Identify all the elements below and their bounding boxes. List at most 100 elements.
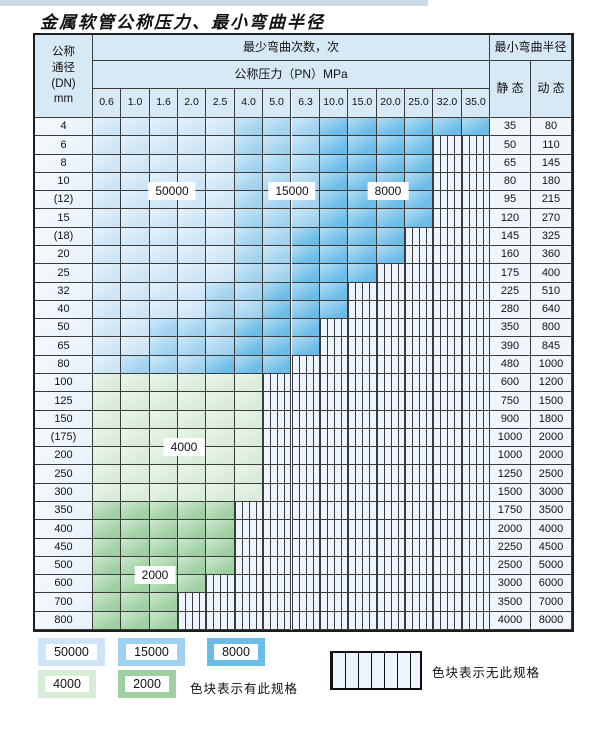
grid-cell [405, 447, 433, 465]
pressure-col-0.6: 0.6 [93, 89, 121, 118]
grid-cell [235, 465, 263, 484]
grid-cell [292, 612, 320, 630]
grid-cell [150, 484, 178, 502]
dn-cell: 150 [35, 411, 93, 429]
grid-cell [405, 465, 433, 484]
dn-cell: 20 [35, 246, 93, 264]
dynamic-cell: 3500 [531, 502, 572, 520]
dn-cell: 6 [35, 136, 93, 155]
grid-cell [121, 593, 150, 612]
grid-cell [405, 246, 433, 264]
cycle-count-label: 8000 [367, 182, 409, 200]
static-cell: 4000 [490, 612, 531, 630]
grid-cell [405, 228, 433, 246]
grid-cell [150, 593, 178, 612]
grid-cell [93, 173, 121, 191]
dynamic-cell: 270 [531, 209, 572, 228]
grid-cell [178, 392, 206, 411]
grid-cell [405, 429, 433, 447]
dynamic-cell: 8000 [531, 612, 572, 630]
grid-cell [462, 465, 490, 484]
grid-cell [348, 392, 377, 411]
grid-cell [235, 612, 263, 630]
grid-cell [235, 228, 263, 246]
grid-cell [121, 612, 150, 630]
grid-cell [462, 118, 490, 136]
dn-cell: 10 [35, 173, 93, 191]
grid-cell [206, 155, 235, 173]
grid-cell [462, 411, 490, 429]
dn-cell: (12) [35, 191, 93, 209]
grid-cell [206, 264, 235, 283]
grid-cell [348, 484, 377, 502]
grid-cell [93, 301, 121, 319]
grid-cell [433, 411, 462, 429]
legend-swatch-2000: 2000 [118, 670, 176, 698]
grid-cell [377, 319, 405, 337]
grid-cell [348, 465, 377, 484]
grid-cell [121, 209, 150, 228]
grid-cell [348, 301, 377, 319]
grid-cell [121, 465, 150, 484]
page-title: 金属软管公称压力、最小弯曲半径 [40, 13, 325, 33]
grid-cell [292, 209, 320, 228]
grid-cell [178, 557, 206, 575]
grid-cell [292, 246, 320, 264]
grid-cell [462, 502, 490, 520]
grid-cell [235, 246, 263, 264]
grid-cell [93, 155, 121, 173]
static-cell: 35 [490, 118, 531, 136]
grid-cell [320, 155, 348, 173]
grid-cell [150, 319, 178, 337]
grid-cell [206, 539, 235, 557]
dn-cell: 25 [35, 264, 93, 283]
static-cell: 95 [490, 191, 531, 209]
grid-cell [320, 374, 348, 392]
grid-cell [433, 447, 462, 465]
static-cell: 2250 [490, 539, 531, 557]
grid-cell [206, 593, 235, 612]
pressure-col-5.0: 5.0 [263, 89, 291, 118]
grid-cell [348, 593, 377, 612]
grid-cell [263, 118, 291, 136]
grid-cell [235, 356, 263, 374]
grid-cell [348, 502, 377, 520]
dynamic-cell: 1500 [531, 392, 572, 411]
cycle-count-label: 15000 [268, 182, 316, 200]
static-cell: 225 [490, 283, 531, 301]
dynamic-cell: 2500 [531, 465, 572, 484]
static-cell: 750 [490, 392, 531, 411]
grid-cell [292, 484, 320, 502]
grid-cell [235, 429, 263, 447]
grid-cell [121, 447, 150, 465]
dn-cell: 50 [35, 319, 93, 337]
grid-cell [178, 593, 206, 612]
grid-cell [433, 264, 462, 283]
grid-cell [433, 118, 462, 136]
static-cell: 1000 [490, 429, 531, 447]
grid-cell [405, 264, 433, 283]
static-cell: 600 [490, 374, 531, 392]
static-cell: 350 [490, 319, 531, 337]
grid-cell [377, 411, 405, 429]
grid-cell [206, 484, 235, 502]
grid-cell [121, 301, 150, 319]
grid-cell [150, 612, 178, 630]
grid-cell [292, 118, 320, 136]
grid-cell [178, 539, 206, 557]
grid-cell [263, 264, 291, 283]
grid-cell [320, 118, 348, 136]
grid-cell [263, 411, 291, 429]
grid-cell [377, 465, 405, 484]
grid-cell [263, 356, 291, 374]
grid-cell [178, 209, 206, 228]
grid-cell [320, 392, 348, 411]
grid-cell [348, 337, 377, 356]
grid-cell [377, 374, 405, 392]
grid-cell [121, 520, 150, 539]
grid-cell [235, 319, 263, 337]
grid-cell [292, 392, 320, 411]
dynamic-cell: 180 [531, 173, 572, 191]
dn-cell: (18) [35, 228, 93, 246]
